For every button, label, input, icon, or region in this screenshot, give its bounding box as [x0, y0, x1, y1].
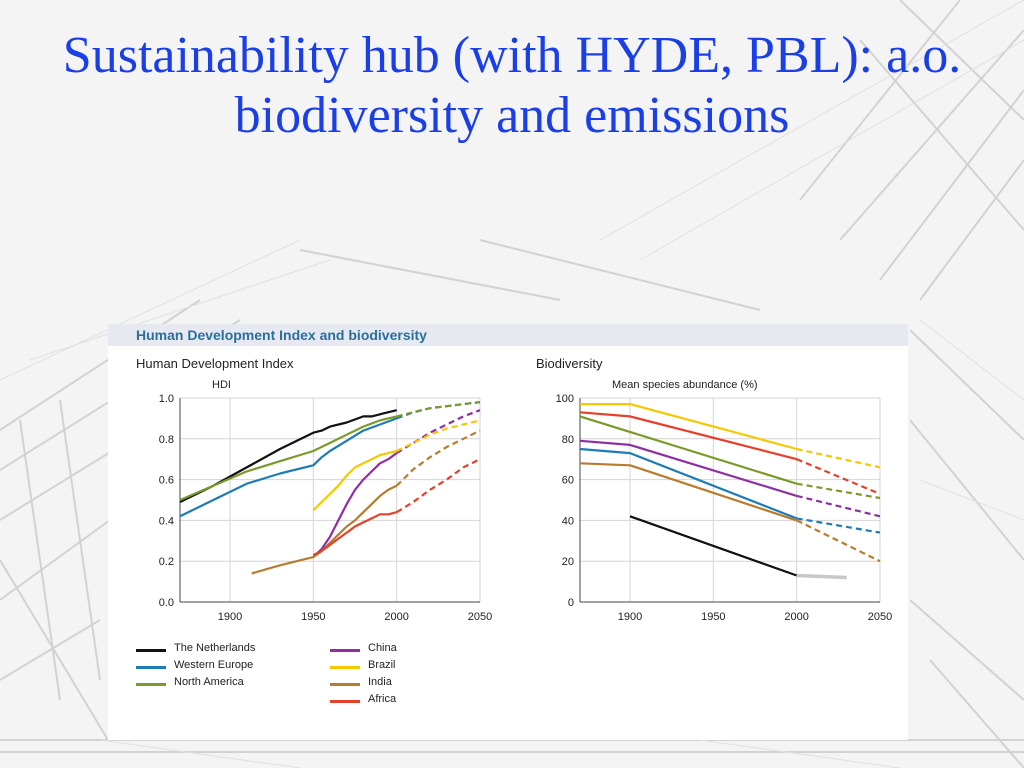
hdi-x-tick-label: 1900: [218, 611, 242, 623]
hdi-series-brazil: [312, 449, 397, 511]
hdi-series-north-america: [179, 415, 397, 502]
legend-label: Africa: [368, 693, 397, 705]
hdi-y-tick-label: 1.0: [159, 393, 174, 405]
legend-swatch: [136, 683, 166, 686]
hdi-x-tick-label: 2000: [384, 611, 408, 623]
legend-swatch: [330, 649, 360, 652]
hdi-y-tick-label: 0.8: [159, 434, 174, 446]
legend-label: The Netherlands: [174, 642, 256, 654]
figure-title: Human Development Index and biodiversity: [136, 327, 427, 343]
msa-y-tick-label: 20: [562, 556, 574, 568]
msa-series-western-europe: [579, 447, 798, 520]
msa-projection-india: [796, 519, 881, 563]
hdi-y-tick-label: 0.0: [159, 597, 174, 609]
msa-y-axis-label: Mean species abundance (%): [612, 379, 758, 391]
hdi-series-africa: [312, 511, 397, 557]
msa-x-tick-label: 2000: [784, 611, 808, 623]
legend-swatch: [330, 700, 360, 703]
msa-series-india: [579, 462, 798, 522]
msa-x-tick-label: 1950: [701, 611, 725, 623]
legend-label: China: [368, 642, 397, 654]
msa-series-north-america: [579, 415, 798, 485]
hdi-series-the-netherlands: [179, 409, 397, 503]
msa-projection-china: [796, 494, 881, 518]
legend-swatch: [136, 649, 166, 652]
hdi-y-tick-label: 0.2: [159, 556, 174, 568]
hdi-series-western-europe: [179, 417, 398, 518]
msa-series-china: [579, 439, 798, 497]
msa-y-tick-label: 0: [568, 597, 574, 609]
hdi-projection-india: [395, 429, 481, 487]
hdi-projection-africa: [396, 458, 481, 514]
legend-swatch: [330, 666, 360, 669]
figure-panel: Human Development Index and biodiversity…: [108, 324, 908, 740]
hdi-projection-north-america: [396, 401, 481, 418]
hdi-y-tick-label: 0.4: [159, 515, 174, 527]
hdi-y-tick-label: 0.6: [159, 475, 174, 487]
msa-projection-western-europe: [796, 517, 881, 534]
legend-label: Western Europe: [174, 659, 254, 671]
legend-label: Brazil: [368, 659, 396, 671]
msa-projection-africa: [796, 458, 881, 495]
legend-label: North America: [174, 676, 244, 688]
msa-projection-the-netherlands: [796, 573, 847, 580]
legend-label: India: [368, 676, 392, 688]
hdi-series-china: [312, 452, 398, 558]
msa-y-tick-label: 100: [556, 393, 574, 405]
msa-y-tick-label: 80: [562, 434, 574, 446]
slide-title: Sustainability hub (with HYDE, PBL): a.o…: [62, 27, 962, 144]
hdi-x-tick-label: 2050: [468, 611, 492, 623]
legend-swatch: [330, 683, 360, 686]
msa-series-africa: [579, 411, 797, 461]
chart-area: HDI 0.0 0.2 0.4 0.6 0.8 1.0 1900 1950 2000 2050 Mea…: [159, 379, 893, 623]
right-panel-title: Biodiversity: [536, 356, 603, 371]
hdi-x-tick-label: 1950: [301, 611, 325, 623]
msa-projection-brazil: [796, 447, 881, 469]
msa-y-tick-label: 40: [562, 515, 574, 527]
msa-x-tick-label: 1900: [618, 611, 642, 623]
msa-x-tick-label: 2050: [868, 611, 892, 623]
msa-series-the-netherlands: [629, 515, 798, 577]
legend-swatch: [136, 666, 166, 669]
left-panel-title: Human Development Index: [136, 356, 294, 371]
msa-y-tick-label: 60: [562, 475, 574, 487]
hdi-series-india: [251, 484, 398, 575]
msa-projection-north-america: [796, 482, 881, 500]
hdi-projection-brazil: [396, 419, 481, 452]
figure-header-bar: Human Development Index and biodiversity: [108, 324, 908, 346]
hdi-y-axis-label: HDI: [212, 379, 231, 391]
msa-series-brazil: [580, 402, 797, 451]
